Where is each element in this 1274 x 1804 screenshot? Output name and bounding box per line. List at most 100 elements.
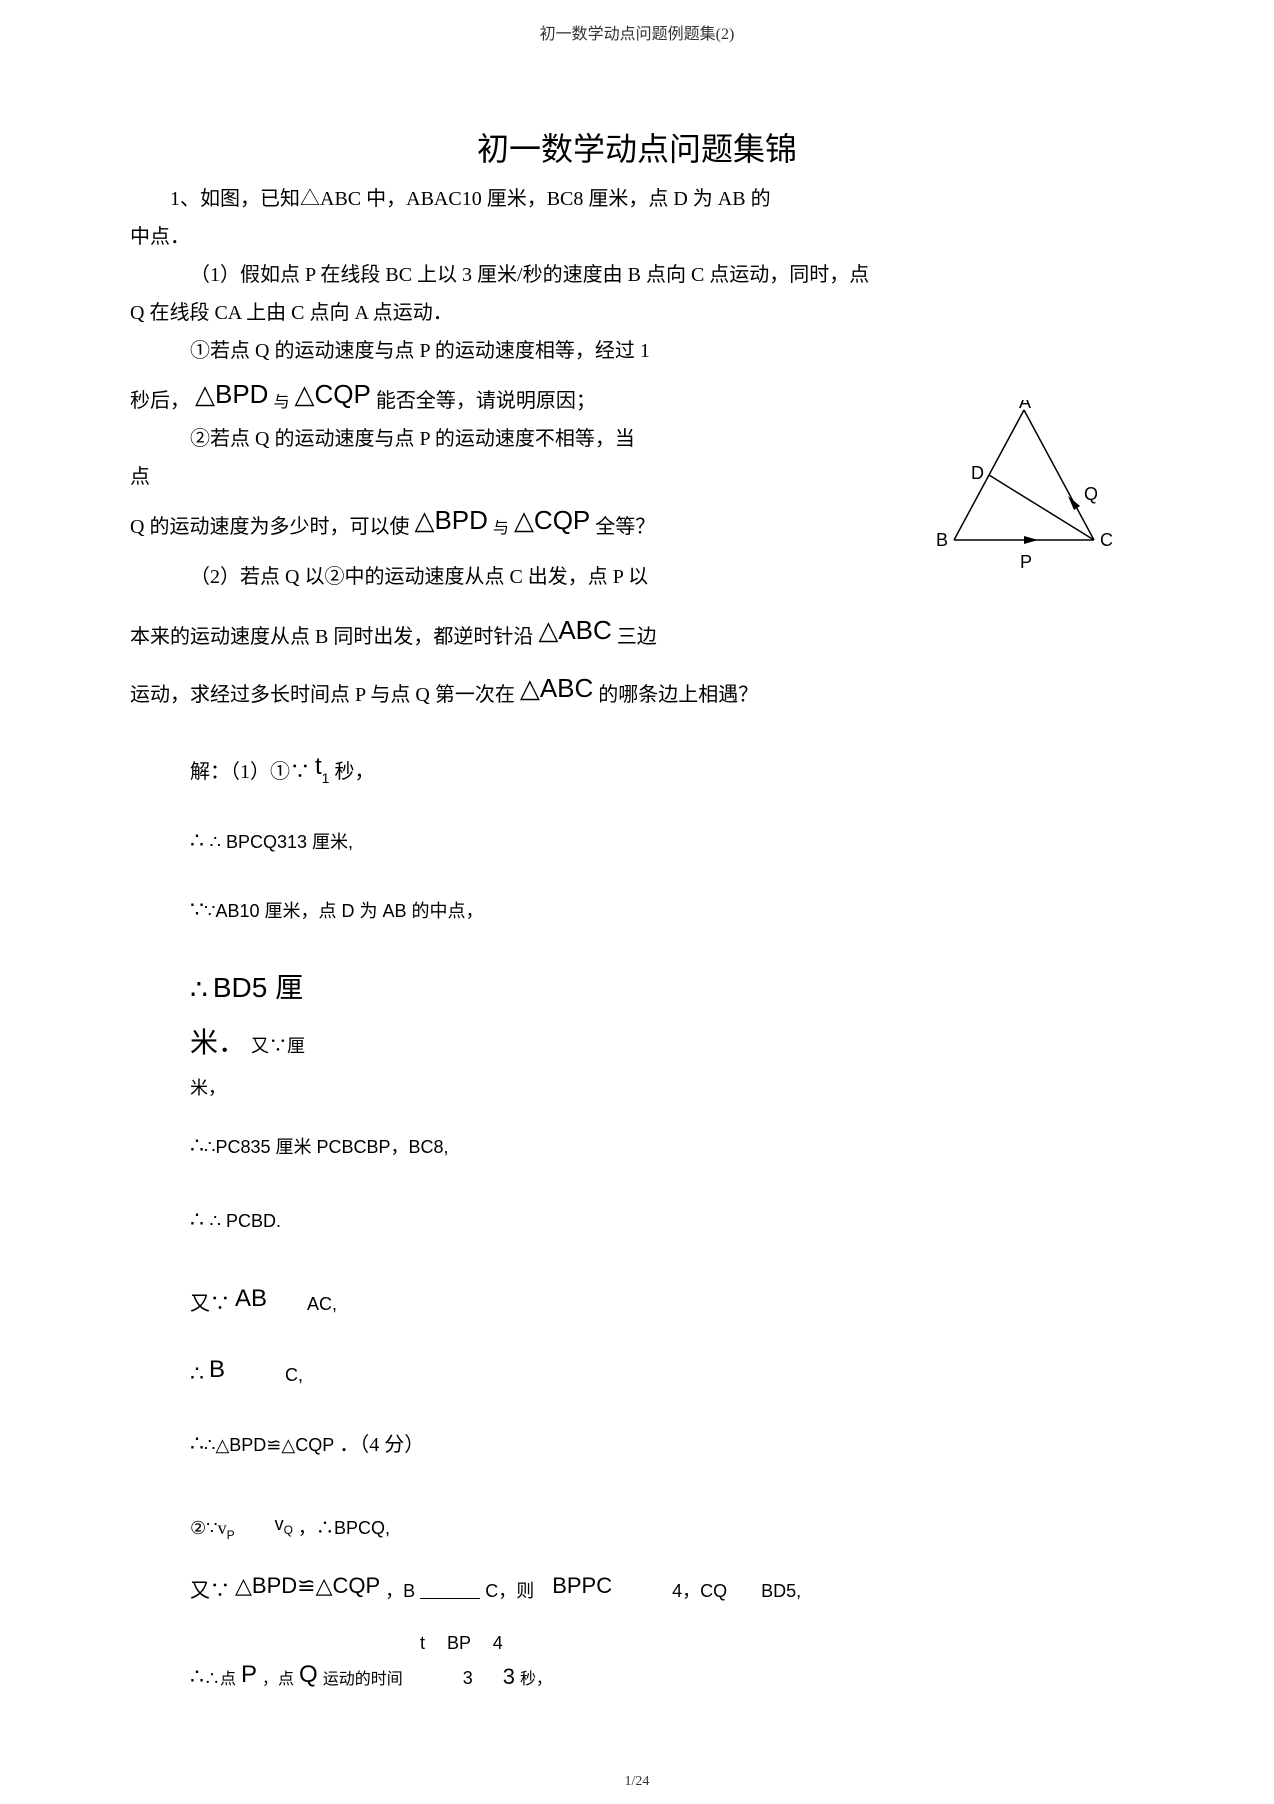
text-vq: v (275, 1514, 284, 1534)
q1-sub2a: ②若点 Q 的运动速度与点 P 的运动速度不相等，当点 (130, 420, 650, 496)
q1-line1: （1）假如点 P 在线段 BC 上以 3 厘米/秒的速度由 B 点向 C 点运动… (130, 256, 1144, 294)
sol-line9: ∴∴△BPD≌△CQP ．（4 分） (190, 1423, 1144, 1465)
therefore-icon: ∴ (190, 828, 210, 853)
text: C，则 (485, 1581, 534, 1601)
triangle-figure: A B C D Q P (924, 400, 1124, 580)
sub-q: Q (284, 1523, 293, 1537)
q1-line2: Q 在线段 CA 上由 C 点向 A 点运动． (130, 294, 1144, 332)
text-bp: BP (447, 1633, 471, 1653)
text-ac: AC, (307, 1294, 337, 1314)
sol2-line3: t BP 4 ∴∴点 P ，点 Q 运动的时间 3 3 秒， (190, 1626, 1144, 1686)
therefore-icon: ∴ (190, 1361, 204, 1386)
text: ∵AB10 厘米，点 D 为 AB 的中点， (204, 901, 484, 921)
sol-line4c: 米． 又∵厘 (190, 1017, 1144, 1070)
sub-1: 1 (322, 770, 330, 786)
sol-line6: ∴ ∴ PCBD. (190, 1199, 1144, 1241)
q2-line2: 本来的运动速度从点 B 同时出发，都逆时针沿 △ABC 三边 (130, 606, 1144, 656)
text-bd5: BD5 厘 (213, 972, 303, 1003)
svg-text:P: P (1020, 552, 1032, 572)
text: ∴ BPCQ313 厘米, (210, 832, 354, 852)
text-ab: AB (235, 1285, 267, 1312)
text: ∴点 (204, 1671, 236, 1688)
page-header: 初一数学动点问题例题集(2) (0, 0, 1274, 44)
text: ，∴BPCQ, (298, 1518, 390, 1538)
page-footer: 1/24 (0, 1774, 1274, 1790)
therefore-icon: ∴ (190, 975, 208, 1006)
document-title: 初一数学动点问题集锦 (130, 124, 1144, 170)
text-c: C, (285, 1365, 303, 1385)
text: ．（4 分） (339, 1434, 424, 1456)
sub-p: P (227, 1528, 235, 1542)
triangle-abc: △ABC (538, 615, 611, 645)
text: 运动的时间 (323, 1671, 403, 1688)
text-4: 4 (493, 1633, 503, 1653)
therefore-icon: ∴ (190, 1431, 204, 1456)
text: 能否全等，请说明原因； (376, 390, 596, 412)
text: ，B (385, 1581, 415, 1601)
text: 又∵ (190, 1580, 230, 1602)
text-bppc: BPPC (552, 1573, 612, 1598)
text: 秒， (520, 1671, 552, 1688)
text: 三边 (617, 626, 657, 648)
therefore-icon: ∴ (190, 1207, 210, 1232)
svg-text:Q: Q (1084, 484, 1098, 504)
triangle-bpd-2: △BPD (414, 505, 487, 535)
q2-line3: 运动，求经过多长时间点 P 与点 Q 第一次在 △ABC 的哪条边上相遇？ (130, 664, 1144, 714)
therefore-icon: ∴ (190, 1133, 204, 1158)
sol-line4e: 米， (190, 1071, 1144, 1105)
sol-line3: ∵∵AB10 厘米，点 D 为 AB 的中点， (190, 889, 1144, 931)
svg-text:A: A (1019, 400, 1031, 412)
sol2-line1: ②∵vP vQ ，∴BPCQ, (190, 1507, 1144, 1547)
text-b: B (209, 1356, 225, 1383)
text: 全等？ (595, 516, 655, 538)
sol-line8: ∴ B C, (190, 1347, 1144, 1395)
text: 秒后， (130, 390, 190, 412)
var-t: t (315, 753, 322, 780)
sol2-line2: 又∵ △BPD≌△CQP ，B C，则 BPPC 4，CQ BD5, (190, 1565, 1144, 1610)
triangle-cong: △BPD≌△CQP (235, 1573, 380, 1598)
text: ②∵v (190, 1518, 227, 1538)
sol-line1: 解：（1）①∵ t1 秒， (190, 744, 1144, 792)
text: 本来的运动速度从点 B 同时出发，都逆时针沿 (130, 626, 533, 648)
text: Q 的运动速度为多少时，可以使 (130, 516, 409, 538)
text: 与 (493, 520, 509, 537)
q1-sub1: ①若点 Q 的运动速度与点 P 的运动速度相等，经过 1 (130, 332, 1144, 370)
triangle-abc-2: △ABC (520, 673, 593, 703)
sol-line4: ∴ BD5 厘 (190, 961, 1144, 1017)
text: 又∵厘 (251, 1036, 305, 1056)
content-area: 初一数学动点问题集锦 1、如图，已知△ABC 中，ABAC10 厘米，BC8 厘… (0, 44, 1274, 1686)
because-icon: ∵ (190, 897, 204, 922)
svg-text:C: C (1100, 530, 1113, 550)
svg-text:B: B (936, 530, 948, 550)
text: 米． (190, 1028, 246, 1059)
text: ∴ PCBD. (210, 1211, 281, 1231)
problem-1-intro-2: 中点． (130, 218, 1144, 256)
text: BD5, (761, 1581, 801, 1601)
triangle-cqp: △CQP (294, 379, 370, 409)
text: ，点 (262, 1671, 294, 1688)
text: ∴PC835 厘米 PCBCBP，BC8, (204, 1137, 449, 1157)
text: 运动，求经过多长时间点 P 与点 Q 第一次在 (130, 684, 515, 706)
text-3b: 3 (503, 1664, 515, 1689)
sol-line2: ∴ ∴ BPCQ313 厘米, (190, 820, 1144, 862)
triangle-bpd: △BPD (195, 379, 268, 409)
blank-line (420, 1598, 480, 1599)
therefore-icon: ∴ (190, 1664, 204, 1689)
text: 的哪条边上相遇？ (598, 684, 758, 706)
triangle-cqp-2: △CQP (514, 505, 590, 535)
text: 解：（1）①∵ (190, 761, 310, 783)
text-3a: 3 (463, 1668, 473, 1688)
problem-1-intro-1: 1、如图，已知△ABC 中，ABAC10 厘米，BC8 厘米，点 D 为 AB … (130, 180, 1144, 218)
sol-line5: ∴∴PC835 厘米 PCBCBP，BC8, (190, 1125, 1144, 1167)
svg-text:D: D (971, 463, 984, 483)
text: 与 (273, 394, 289, 411)
sol-line7: 又∵ AB AC, (190, 1276, 1144, 1323)
q2-line1: （2）若点 Q 以②中的运动速度从点 C 出发，点 P 以 (130, 558, 650, 596)
text-p: P (241, 1661, 257, 1688)
text: ∴△BPD≌△CQP (204, 1435, 334, 1455)
text: 4，CQ (672, 1581, 727, 1601)
text-q: Q (299, 1661, 318, 1688)
text: 秒， (334, 761, 374, 783)
text: 又∵ (190, 1293, 230, 1315)
text-t: t (420, 1633, 425, 1653)
